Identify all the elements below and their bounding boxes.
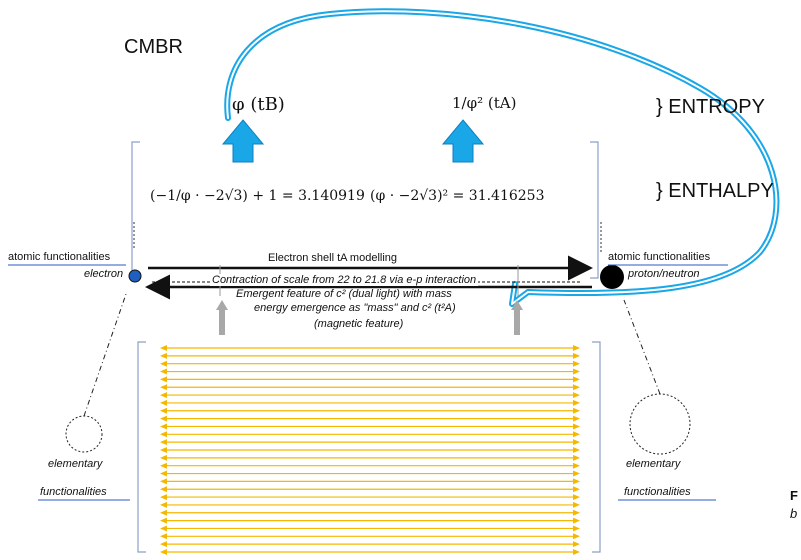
proton-neutron-label: proton/neutron xyxy=(628,268,700,280)
yellow-arrowhead-right xyxy=(573,494,580,501)
grey-up-arrow-left xyxy=(216,300,228,335)
yellow-arrowhead-right xyxy=(573,478,580,485)
atomic-right-label: atomic functionalities xyxy=(608,251,711,263)
lower-bracket xyxy=(137,341,601,553)
yellow-lines xyxy=(160,345,580,555)
yellow-arrowhead-right xyxy=(573,376,580,383)
yellow-arrowhead-right xyxy=(573,415,580,422)
yellow-arrowhead-left xyxy=(160,415,167,422)
yellow-arrowhead-left xyxy=(160,525,167,532)
yellow-arrowhead-left xyxy=(160,447,167,453)
yellow-arrowhead-left xyxy=(160,509,167,516)
yellow-arrowhead-right xyxy=(573,486,580,493)
electron-shell-label: Electron shell tA modelling xyxy=(268,252,398,264)
yellow-arrowhead-right xyxy=(573,454,580,461)
yellow-arrowhead-right xyxy=(573,501,580,508)
yellow-arrowhead-right xyxy=(573,384,580,391)
yellow-arrowhead-right xyxy=(573,407,580,414)
yellow-arrowhead-left xyxy=(160,376,167,383)
caption-f: F xyxy=(790,488,798,503)
yellow-arrowhead-right xyxy=(573,447,580,453)
yellow-arrowhead-left xyxy=(160,501,167,508)
yellow-arrowhead-right xyxy=(573,431,580,438)
yellow-arrowhead-left xyxy=(160,399,167,406)
yellow-arrowhead-left xyxy=(160,360,167,367)
emergent-label: Emergent feature of c² (dual light) with… xyxy=(236,288,452,300)
magnetic-label: (magnetic feature) xyxy=(314,318,404,330)
electron-icon xyxy=(128,269,142,283)
yellow-arrowhead-left xyxy=(160,407,167,414)
elementary-left-circle xyxy=(65,415,103,453)
yellow-arrowhead-right xyxy=(573,470,580,477)
entropy-label: } ENTROPY xyxy=(656,96,765,118)
yellow-arrowhead-left xyxy=(160,533,167,540)
yellow-arrowhead-left xyxy=(160,352,167,359)
yellow-arrowhead-left xyxy=(160,486,167,493)
yellow-arrowhead-left xyxy=(160,549,167,555)
yellow-arrowhead-left xyxy=(160,423,167,430)
left-connector xyxy=(83,293,127,417)
inv-phi-sq-ta-label: 1/φ² (tA) xyxy=(452,94,517,112)
yellow-arrowhead-left xyxy=(160,384,167,391)
yellow-arrowhead-left xyxy=(160,431,167,438)
yellow-arrowhead-left xyxy=(160,454,167,461)
caption-b: b xyxy=(790,506,798,521)
phi-tb-label: φ (tB) xyxy=(232,94,285,115)
energy-emergence-label: energy emergence as "mass" and c² (t²A) xyxy=(254,302,456,314)
grey-up-arrow-right xyxy=(511,300,523,335)
blue-up-arrow-left xyxy=(221,119,265,163)
yellow-arrowhead-right xyxy=(573,549,580,555)
elementary-right-circle xyxy=(629,393,691,455)
equation-right: (φ · −2√3)² = 31.416253 xyxy=(370,188,545,204)
yellow-arrowhead-left xyxy=(160,478,167,485)
yellow-arrowhead-left xyxy=(160,494,167,501)
yellow-arrowhead-right xyxy=(573,541,580,548)
yellow-arrowhead-right xyxy=(573,462,580,469)
elementary-left-label-2: functionalities xyxy=(40,486,107,498)
yellow-arrowhead-left xyxy=(160,541,167,548)
yellow-arrowhead-left xyxy=(160,345,167,351)
elementary-left-label-1: elementary xyxy=(48,458,103,470)
yellow-arrowhead-left xyxy=(160,439,167,446)
yellow-arrowhead-right xyxy=(573,525,580,532)
elementary-right-label-1: elementary xyxy=(626,458,681,470)
equation-left: (−1/φ · −2√3) + 1 = 3.140919 xyxy=(150,188,365,204)
yellow-arrowhead-right xyxy=(573,399,580,406)
yellow-arrowhead-right xyxy=(573,533,580,540)
elementary-right-label-2: functionalities xyxy=(624,486,691,498)
yellow-arrowhead-right xyxy=(573,345,580,351)
yellow-arrowhead-left xyxy=(160,392,167,399)
right-connector xyxy=(623,299,661,395)
yellow-arrowhead-right xyxy=(573,360,580,367)
yellow-arrowhead-right xyxy=(573,509,580,516)
yellow-arrowhead-right xyxy=(573,352,580,359)
cmbr-label: CMBR xyxy=(124,36,183,58)
yellow-arrowhead-right xyxy=(573,423,580,430)
yellow-arrowhead-left xyxy=(160,462,167,469)
yellow-arrowhead-right xyxy=(573,517,580,524)
yellow-arrowhead-left xyxy=(160,368,167,375)
cmbr-loop xyxy=(224,8,780,307)
enthalpy-label: } ENTHALPY xyxy=(656,180,774,202)
yellow-arrowhead-left xyxy=(160,470,167,477)
proton-icon xyxy=(600,265,624,289)
yellow-arrowhead-left xyxy=(160,517,167,524)
blue-up-arrow-right xyxy=(441,119,485,163)
atomic-left-label: atomic functionalities xyxy=(8,251,111,263)
yellow-arrowhead-right xyxy=(573,392,580,399)
contraction-label: Contraction of scale from 22 to 21.8 via… xyxy=(210,274,479,286)
yellow-arrowhead-right xyxy=(573,439,580,446)
yellow-arrowhead-right xyxy=(573,368,580,375)
electron-label: electron xyxy=(84,268,124,280)
